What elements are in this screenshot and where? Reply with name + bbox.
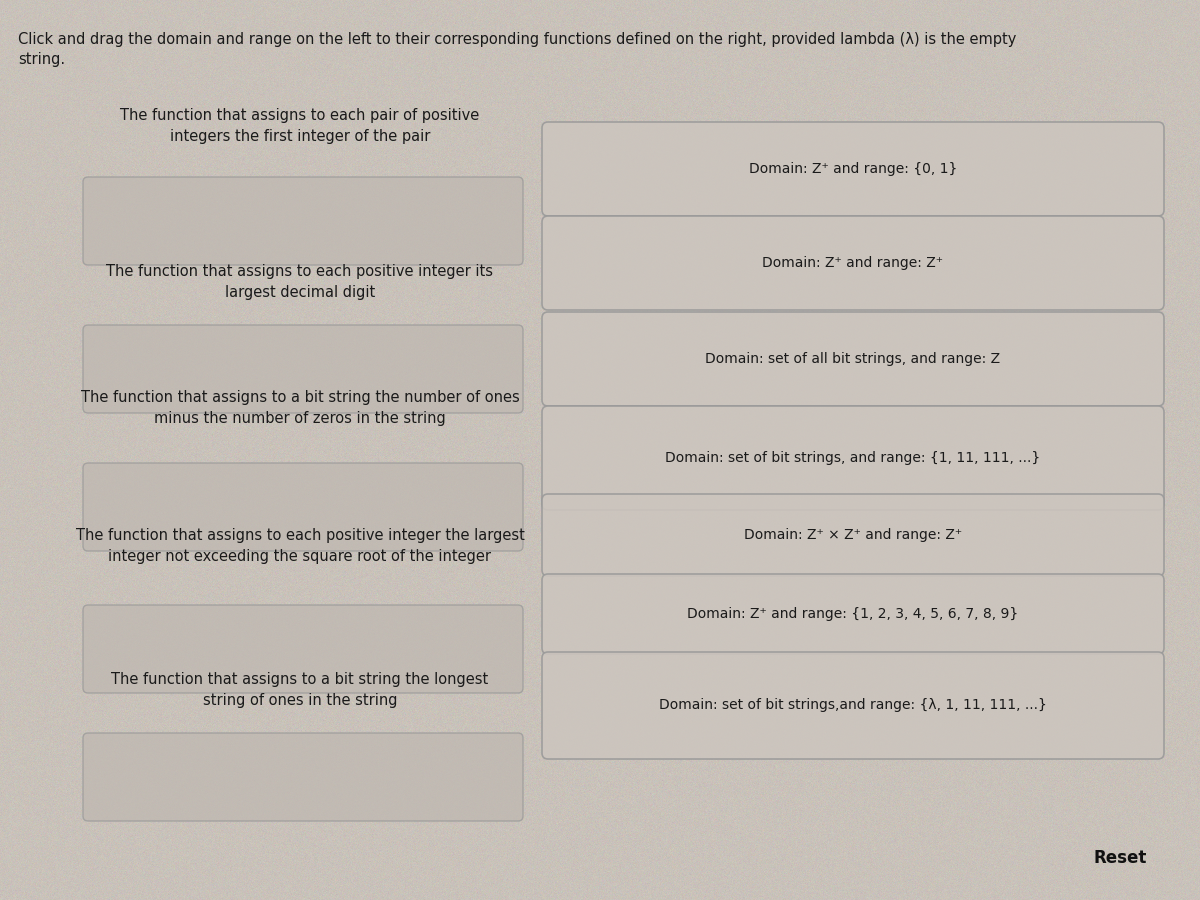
- FancyBboxPatch shape: [83, 325, 523, 413]
- FancyBboxPatch shape: [83, 463, 523, 551]
- Text: The function that assigns to each positive integer the largest
integer not excee: The function that assigns to each positi…: [76, 528, 524, 564]
- Text: Domain: Z⁺ × Z⁺ and range: Z⁺: Domain: Z⁺ × Z⁺ and range: Z⁺: [744, 528, 962, 542]
- Text: Domain: set of all bit strings, and range: Z: Domain: set of all bit strings, and rang…: [706, 352, 1001, 366]
- FancyBboxPatch shape: [542, 312, 1164, 406]
- FancyBboxPatch shape: [542, 216, 1164, 310]
- FancyBboxPatch shape: [542, 122, 1164, 216]
- FancyBboxPatch shape: [542, 406, 1164, 510]
- FancyBboxPatch shape: [542, 494, 1164, 576]
- FancyBboxPatch shape: [542, 574, 1164, 654]
- FancyBboxPatch shape: [542, 652, 1164, 759]
- Text: Click and drag the domain and range on the left to their corresponding functions: Click and drag the domain and range on t…: [18, 32, 1016, 67]
- Text: Domain: Z⁺ and range: {0, 1}: Domain: Z⁺ and range: {0, 1}: [749, 162, 958, 176]
- Text: The function that assigns to each positive integer its
largest decimal digit: The function that assigns to each positi…: [107, 264, 493, 300]
- Text: The function that assigns to a bit string the number of ones
minus the number of: The function that assigns to a bit strin…: [80, 390, 520, 426]
- Text: Domain: Z⁺ and range: {1, 2, 3, 4, 5, 6, 7, 8, 9}: Domain: Z⁺ and range: {1, 2, 3, 4, 5, 6,…: [688, 607, 1019, 621]
- Text: The function that assigns to a bit string the longest
string of ones in the stri: The function that assigns to a bit strin…: [112, 672, 488, 708]
- FancyBboxPatch shape: [83, 605, 523, 693]
- Text: Reset: Reset: [1093, 849, 1147, 867]
- Text: Domain: set of bit strings, and range: {1, 11, 111, ...}: Domain: set of bit strings, and range: {…: [665, 451, 1040, 465]
- Text: Domain: set of bit strings,and range: {λ, 1, 11, 111, ...}: Domain: set of bit strings,and range: {λ…: [659, 698, 1046, 713]
- Text: Domain: Z⁺ and range: Z⁺: Domain: Z⁺ and range: Z⁺: [762, 256, 943, 270]
- Text: The function that assigns to each pair of positive
integers the first integer of: The function that assigns to each pair o…: [120, 108, 480, 144]
- FancyBboxPatch shape: [83, 733, 523, 821]
- FancyBboxPatch shape: [83, 177, 523, 265]
